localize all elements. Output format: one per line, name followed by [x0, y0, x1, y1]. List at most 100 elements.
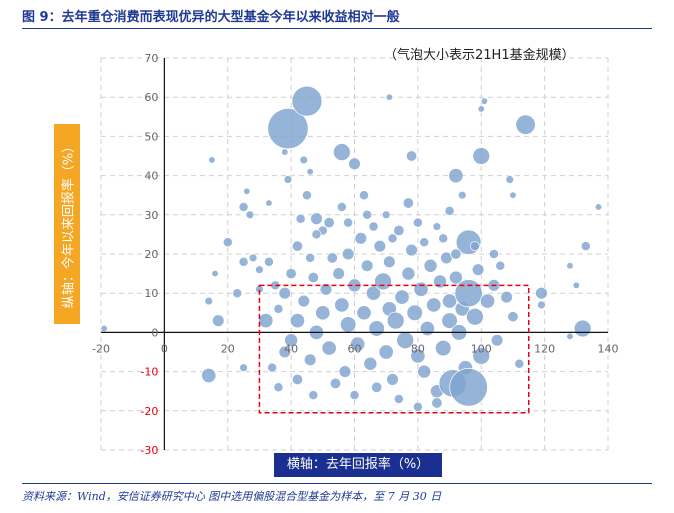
- x-tick-label: 100: [471, 342, 492, 355]
- bubble-point: [360, 259, 374, 273]
- bubble-point: [477, 105, 485, 113]
- bubble-point: [383, 255, 396, 269]
- bubble-point: [349, 390, 360, 401]
- x-tick-label: 60: [348, 342, 362, 355]
- bubble-point: [368, 221, 379, 232]
- bubble-point: [306, 168, 314, 176]
- title-divider: [22, 28, 652, 29]
- bubble-point: [495, 260, 506, 271]
- bubble-point: [472, 147, 491, 165]
- y-tick-label: 30: [144, 209, 158, 222]
- bubble-point: [410, 348, 426, 364]
- bubble-point: [572, 281, 580, 290]
- tick-labels: -20 0 20 40 60 80 100 120 140-30-20-100102030405…: [92, 52, 618, 457]
- bubble-point: [338, 365, 352, 378]
- bubble-point: [457, 190, 467, 200]
- y-tick-label: -20: [140, 405, 158, 418]
- bubble-point: [396, 331, 415, 350]
- bubble-point: [289, 313, 306, 329]
- bubble-point: [243, 187, 251, 195]
- bubble-point: [480, 293, 496, 309]
- bubble-point: [281, 148, 289, 156]
- bubble-point: [386, 373, 399, 386]
- bubble-point: [471, 263, 485, 276]
- bubble-point: [302, 190, 312, 201]
- bubble-point: [393, 224, 405, 237]
- bubble-point: [469, 241, 480, 252]
- bubble-point: [454, 279, 483, 308]
- bubble-point: [515, 114, 536, 135]
- y-tick-label: 60: [144, 91, 158, 104]
- bubble-point: [350, 336, 366, 352]
- bubble-point: [308, 390, 319, 401]
- bubble-point: [442, 293, 458, 309]
- bubble-point: [450, 248, 462, 260]
- bubble-point: [412, 401, 423, 412]
- bubble-point: [211, 269, 219, 278]
- bubble-point: [566, 262, 574, 270]
- bubble-point: [323, 217, 335, 229]
- bubble-point: [466, 307, 484, 326]
- x-tick-label: -20: [92, 342, 110, 355]
- bubble-point: [373, 239, 387, 253]
- bubble-point: [278, 345, 292, 359]
- bubble-point: [297, 294, 311, 308]
- bubble-point: [401, 266, 416, 281]
- bubble-point: [444, 205, 455, 216]
- bubble-point: [310, 212, 323, 225]
- axes: [101, 58, 608, 450]
- bubble-point: [273, 303, 284, 314]
- bubble-point: [238, 202, 249, 212]
- y-tick-label: 20: [144, 248, 158, 261]
- bubble-point: [283, 175, 293, 184]
- bubble-point: [362, 209, 373, 220]
- bubble-point: [435, 339, 452, 357]
- bubble-point: [204, 296, 214, 306]
- bubble-point: [255, 265, 264, 274]
- bubble-point: [374, 272, 392, 291]
- bubble-point: [371, 381, 383, 393]
- bubble-point: [431, 397, 443, 409]
- bubble-point: [359, 190, 369, 201]
- bubble-point: [319, 283, 333, 296]
- bubble-point: [449, 368, 488, 407]
- x-tick-label: 0: [161, 342, 168, 355]
- bubble-point: [332, 143, 351, 161]
- bubble-point: [378, 344, 394, 360]
- y-tick-label: 0: [151, 326, 158, 339]
- bubble-point: [356, 305, 372, 321]
- bubble-point: [201, 367, 217, 384]
- bubble-point: [303, 353, 317, 367]
- y-tick-label: -10: [140, 366, 158, 379]
- bubble-point: [273, 382, 284, 393]
- bubble-point: [263, 256, 274, 267]
- bubble-point: [580, 241, 591, 252]
- bubble-point: [449, 270, 463, 285]
- bubble-point: [500, 290, 513, 304]
- bubble-point: [505, 175, 515, 184]
- bubble-point: [315, 305, 331, 321]
- bubble-point: [490, 333, 504, 347]
- bubble-point: [419, 237, 430, 248]
- y-tick-label: 70: [144, 52, 158, 65]
- bubble-point: [341, 247, 355, 261]
- x-axis-label: 横轴：去年回报率（%）: [274, 453, 442, 477]
- bubble-point: [291, 240, 304, 252]
- bubble-point: [385, 93, 394, 101]
- bubbles: [100, 85, 603, 412]
- bubble-point: [472, 347, 491, 365]
- bubble-point: [248, 253, 258, 263]
- bubble-point: [321, 340, 337, 356]
- footer-divider: [22, 483, 652, 484]
- x-tick-label: 40: [284, 342, 298, 355]
- bubble-point: [291, 85, 323, 117]
- y-axis-label-text: 纵轴：今年以来回报率（%）: [61, 139, 77, 309]
- bubble-point: [208, 156, 216, 164]
- bubble-point: [343, 217, 354, 228]
- bubble-point: [535, 286, 548, 300]
- bubble-point: [222, 237, 233, 248]
- bubble-point: [258, 313, 274, 329]
- bubble-point: [239, 363, 248, 372]
- bubble-point: [566, 332, 574, 340]
- bubble-point: [441, 312, 458, 329]
